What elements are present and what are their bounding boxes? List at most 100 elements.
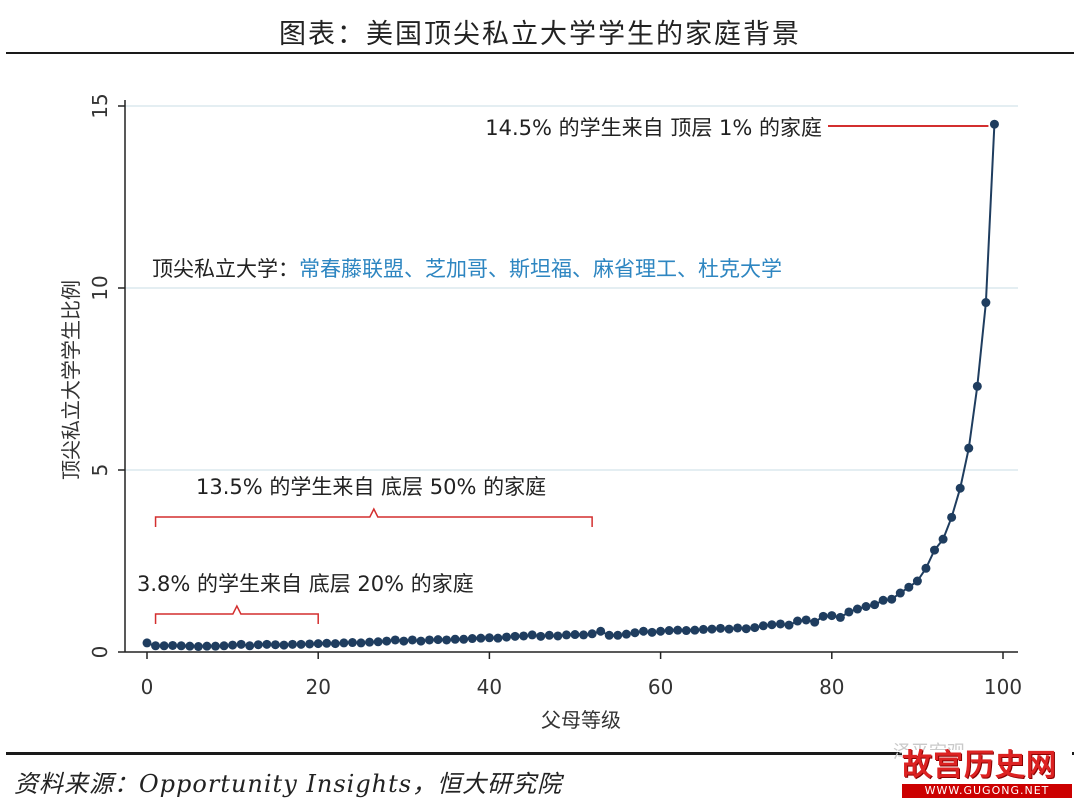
data-point xyxy=(775,619,785,629)
data-point xyxy=(236,639,246,649)
data-point xyxy=(262,639,272,649)
data-point xyxy=(193,642,203,652)
data-point xyxy=(382,636,392,646)
x-tick-label: 0 xyxy=(141,675,154,699)
data-point xyxy=(852,604,862,614)
x-axis-label: 父母等级 xyxy=(541,708,621,732)
data-point xyxy=(621,629,631,639)
data-point xyxy=(844,607,854,617)
data-point xyxy=(399,636,409,646)
data-point xyxy=(758,621,768,631)
data-point xyxy=(818,611,828,621)
data-point xyxy=(767,620,777,630)
annotation-bottom-50pct: 13.5% 的学生来自 底层 50% 的家庭 xyxy=(196,475,546,499)
data-point xyxy=(347,638,357,648)
axes xyxy=(118,100,1018,659)
data-point xyxy=(339,638,349,648)
data-point xyxy=(604,630,614,640)
series-line xyxy=(146,124,996,648)
data-point xyxy=(570,630,580,640)
x-tick-label: 100 xyxy=(984,675,1022,699)
data-point xyxy=(579,630,589,640)
data-point xyxy=(502,632,512,642)
data-point xyxy=(724,624,734,634)
data-point xyxy=(553,631,563,641)
data-point xyxy=(596,626,606,636)
data-point xyxy=(442,635,452,645)
data-point xyxy=(630,628,640,638)
annotation-bottom-50pct-bracket xyxy=(154,507,593,527)
annotation-bottom-20pct-bracket xyxy=(154,604,319,624)
annotation-universities-list: 常春藤联盟、芝加哥、斯坦福、麻省理工、杜克大学 xyxy=(299,257,782,281)
site-logo-url: WWW.GUGONG.NET xyxy=(902,784,1072,798)
data-point xyxy=(202,641,212,651)
figure-title: 图表：美国顶尖私立大学学生的家庭背景 xyxy=(279,19,801,50)
data-point xyxy=(176,641,186,651)
data-point xyxy=(878,595,888,605)
data-point xyxy=(467,634,477,644)
data-point xyxy=(981,298,991,308)
data-point xyxy=(989,119,999,129)
tick-labels: 0 5 10 15 0 20 40 60 80 100 xyxy=(88,93,1022,699)
data-point xyxy=(707,624,717,634)
data-point xyxy=(827,611,837,621)
annotation-top-1pct: 14.5% 的学生来自 顶层 1% 的家庭 xyxy=(485,116,822,140)
data-point xyxy=(972,381,982,391)
data-point xyxy=(493,633,503,643)
source-rule xyxy=(6,752,1074,755)
data-point xyxy=(390,635,400,645)
data-point xyxy=(912,576,922,586)
grid-lines xyxy=(125,105,1018,471)
data-point xyxy=(210,641,220,651)
data-point xyxy=(561,630,571,640)
source-note: 资料来源：Opportunity Insights，恒大研究院 xyxy=(14,770,563,798)
data-point xyxy=(330,639,340,649)
data-point xyxy=(664,626,674,636)
data-point xyxy=(656,626,666,636)
data-point xyxy=(168,640,178,650)
data-point xyxy=(716,623,726,633)
data-point xyxy=(690,625,700,635)
data-point xyxy=(921,563,931,573)
data-point xyxy=(484,633,494,643)
data-point xyxy=(270,640,280,650)
data-point xyxy=(527,630,537,640)
x-tick-label: 60 xyxy=(648,675,673,699)
data-point xyxy=(793,616,803,626)
data-point xyxy=(253,640,263,650)
data-point xyxy=(159,641,169,651)
data-point xyxy=(228,640,238,650)
data-point xyxy=(638,626,648,636)
data-point xyxy=(219,641,229,651)
site-logo-text: 故宫历史网 xyxy=(902,748,1057,783)
data-point xyxy=(895,588,905,598)
data-point xyxy=(647,627,657,637)
data-point xyxy=(801,615,811,625)
data-point xyxy=(296,639,306,649)
data-point xyxy=(681,626,691,636)
data-point xyxy=(861,602,871,611)
data-point xyxy=(322,638,332,648)
annotation-universities-label: 顶尖私立大学： xyxy=(152,257,299,281)
data-point xyxy=(373,637,383,647)
data-point xyxy=(741,624,751,634)
data-point xyxy=(835,612,845,622)
data-point xyxy=(305,639,315,649)
data-point xyxy=(887,594,897,604)
annotations: 14.5% 的学生来自 顶层 1% 的家庭顶尖私立大学：常春藤联盟、芝加哥、斯坦… xyxy=(137,116,989,624)
data-point xyxy=(459,634,469,644)
data-point xyxy=(613,630,623,640)
data-point xyxy=(142,638,152,648)
data-point xyxy=(938,534,948,544)
data-point xyxy=(279,640,289,650)
data-point xyxy=(151,641,161,651)
data-point xyxy=(870,600,880,610)
data-point xyxy=(365,637,375,647)
y-tick-label: 0 xyxy=(88,646,112,659)
data-point xyxy=(313,639,323,649)
data-point xyxy=(433,635,443,645)
x-tick-label: 40 xyxy=(477,675,502,699)
y-axis-label: 顶尖私立大学学生比例 xyxy=(59,280,83,480)
data-point xyxy=(407,635,417,645)
